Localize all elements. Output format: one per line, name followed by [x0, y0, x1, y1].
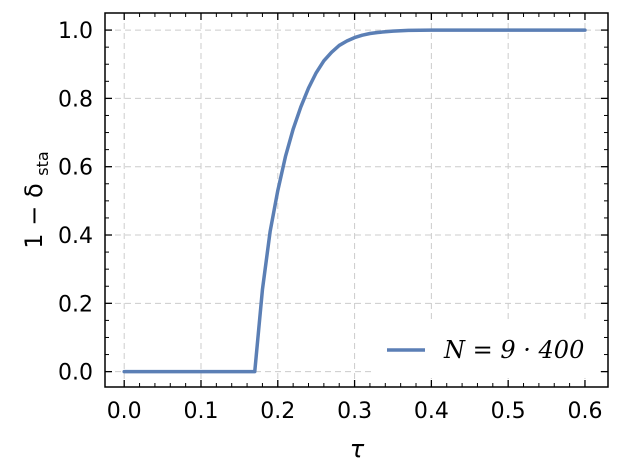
y-tick-label: 0.6 [58, 156, 93, 181]
y-tick-label: 1.0 [58, 19, 93, 44]
y-axis-label-sub: sta [33, 151, 52, 175]
y-axis-label: 1 − δ sta [20, 151, 52, 248]
legend: N = 9 · 400 [375, 322, 600, 378]
x-axis-label: τ [350, 435, 365, 463]
ticks [105, 13, 608, 387]
x-tick-label: 0.3 [337, 399, 372, 424]
x-tick-label: 0.2 [260, 399, 295, 424]
y-tick-label: 0.4 [58, 224, 93, 249]
x-tick-label: 0.1 [183, 399, 218, 424]
legend-label: N = 9 · 400 [443, 336, 584, 364]
tick-labels: 0.0 0.1 0.2 0.3 0.4 0.5 0.6 0.0 0.2 0.4 0.6 0.8 1.0 [58, 19, 602, 424]
y-tick-label: 0.0 [58, 361, 93, 386]
x-tick-label: 0.5 [491, 399, 526, 424]
x-tick-label: 0.0 [107, 399, 142, 424]
y-tick-label: 0.8 [58, 87, 93, 112]
y-tick-label: 0.2 [58, 292, 93, 317]
series-line [122, 28, 587, 374]
x-tick-label: 0.4 [414, 399, 449, 424]
y-axis-label-main: 1 − δ [20, 183, 48, 248]
x-tick-label: 0.6 [567, 399, 602, 424]
plot-frame [104, 12, 609, 388]
